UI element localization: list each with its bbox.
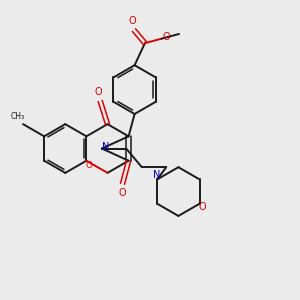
Text: N: N — [102, 142, 110, 152]
Text: N: N — [153, 170, 160, 180]
Text: O: O — [199, 202, 206, 212]
Text: O: O — [119, 188, 126, 198]
Text: O: O — [86, 161, 93, 170]
Text: O: O — [95, 87, 103, 97]
Text: CH₃: CH₃ — [11, 112, 25, 121]
Text: O: O — [129, 16, 136, 26]
Text: O: O — [163, 32, 170, 42]
